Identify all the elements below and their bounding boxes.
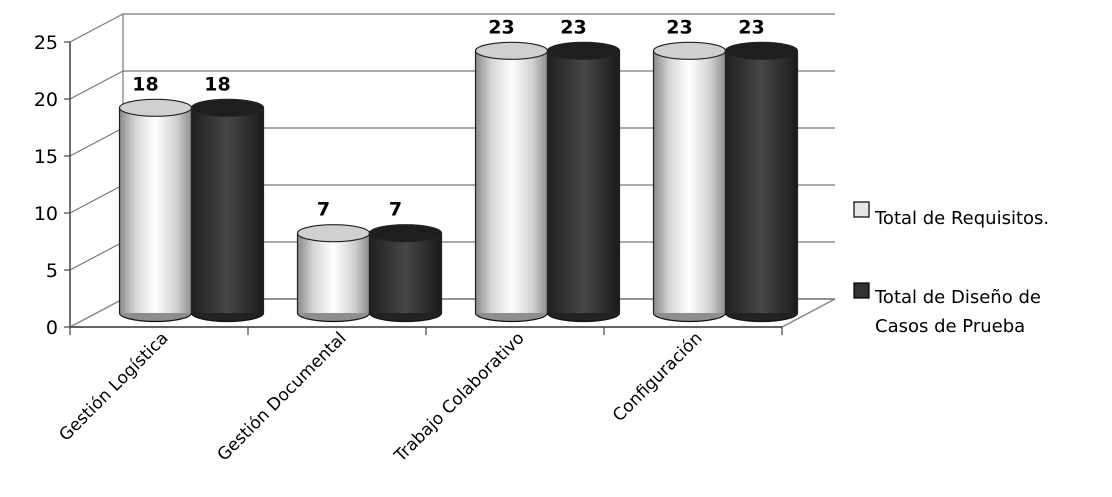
bar-gestion-documental-series-1 xyxy=(296,224,371,323)
bar-body xyxy=(297,233,370,313)
bar-gestion-documental-series-2 xyxy=(368,224,443,323)
bar-top xyxy=(190,98,265,117)
bar-top xyxy=(546,41,621,60)
data-label-gestion-logistica-series-1: 18 xyxy=(132,73,158,95)
x-tick-label-configuracion: Configuración xyxy=(609,328,707,426)
bar-top xyxy=(474,41,549,60)
bar-top xyxy=(296,224,371,243)
legend-label-line: Casos de Prueba xyxy=(875,316,1025,337)
data-label-gestion-documental-series-1: 7 xyxy=(317,199,330,221)
bar-top xyxy=(724,41,799,60)
gridline-side xyxy=(69,241,124,271)
bar-body xyxy=(475,50,548,314)
gridline-side xyxy=(69,13,124,43)
legend-label-line: Total de Diseño de xyxy=(874,287,1041,308)
data-label-configuracion-series-1: 23 xyxy=(666,16,692,38)
x-tick-label-trabajo-colaborativo: Trabajo Colaborativo xyxy=(390,328,529,467)
bar-body xyxy=(547,50,620,314)
y-tick-label: 0 xyxy=(46,317,58,339)
gridline-side xyxy=(69,70,124,100)
data-label-trabajo-colaborativo-series-2: 23 xyxy=(560,16,586,38)
bar-body xyxy=(369,233,442,313)
y-tick-label: 25 xyxy=(34,32,58,54)
data-label-trabajo-colaborativo-series-1: 23 xyxy=(488,16,514,38)
data-label-gestion-logistica-series-2: 18 xyxy=(204,73,230,95)
bar-body xyxy=(653,50,726,314)
bar-body xyxy=(725,50,798,314)
data-label-configuracion-series-2: 23 xyxy=(738,16,764,38)
y-tick-label: 15 xyxy=(34,146,58,168)
bar-body xyxy=(119,107,192,313)
legend-swatch-series-2 xyxy=(853,282,870,299)
bar-top xyxy=(652,41,727,60)
y-tick-label: 5 xyxy=(46,260,58,282)
gridline-side xyxy=(69,127,124,157)
bar-trabajo-colaborativo-series-1 xyxy=(474,41,549,323)
bar-top xyxy=(118,98,193,117)
x-tick-label-gestion-documental: Gestión Documental xyxy=(214,328,351,465)
legend-label-series-1: Total de Requisitos. xyxy=(874,208,1049,229)
bar-configuracion-series-2 xyxy=(724,41,799,323)
bar-trabajo-colaborativo-series-2 xyxy=(546,41,621,323)
bar-body xyxy=(191,107,264,313)
x-tick-label-gestion-logistica: Gestión Logística xyxy=(55,328,172,445)
y-tick-label: 10 xyxy=(34,203,58,225)
bar-top xyxy=(368,224,443,243)
bar-configuracion-series-1 xyxy=(652,41,727,323)
bar-gestion-logistica-series-2 xyxy=(190,98,265,323)
gridline-side xyxy=(69,184,124,214)
legend-label-series-2: Total de Diseño de Casos de Prueba xyxy=(874,287,1041,337)
data-label-gestion-documental-series-2: 7 xyxy=(389,199,402,221)
y-tick-label: 20 xyxy=(34,89,58,111)
bars xyxy=(118,41,799,323)
legend: Total de Requisitos. Total de Diseño de Ca… xyxy=(853,201,1049,337)
data-labels: 18 18 7 7 23 23 23 23 xyxy=(132,16,764,220)
legend-swatch-series-1 xyxy=(853,201,870,218)
bar-gestion-logistica-series-1 xyxy=(118,98,193,323)
